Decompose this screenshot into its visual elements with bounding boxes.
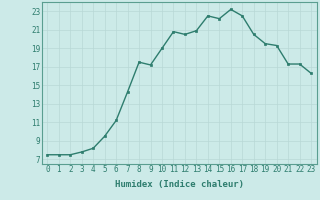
X-axis label: Humidex (Indice chaleur): Humidex (Indice chaleur) xyxy=(115,180,244,189)
